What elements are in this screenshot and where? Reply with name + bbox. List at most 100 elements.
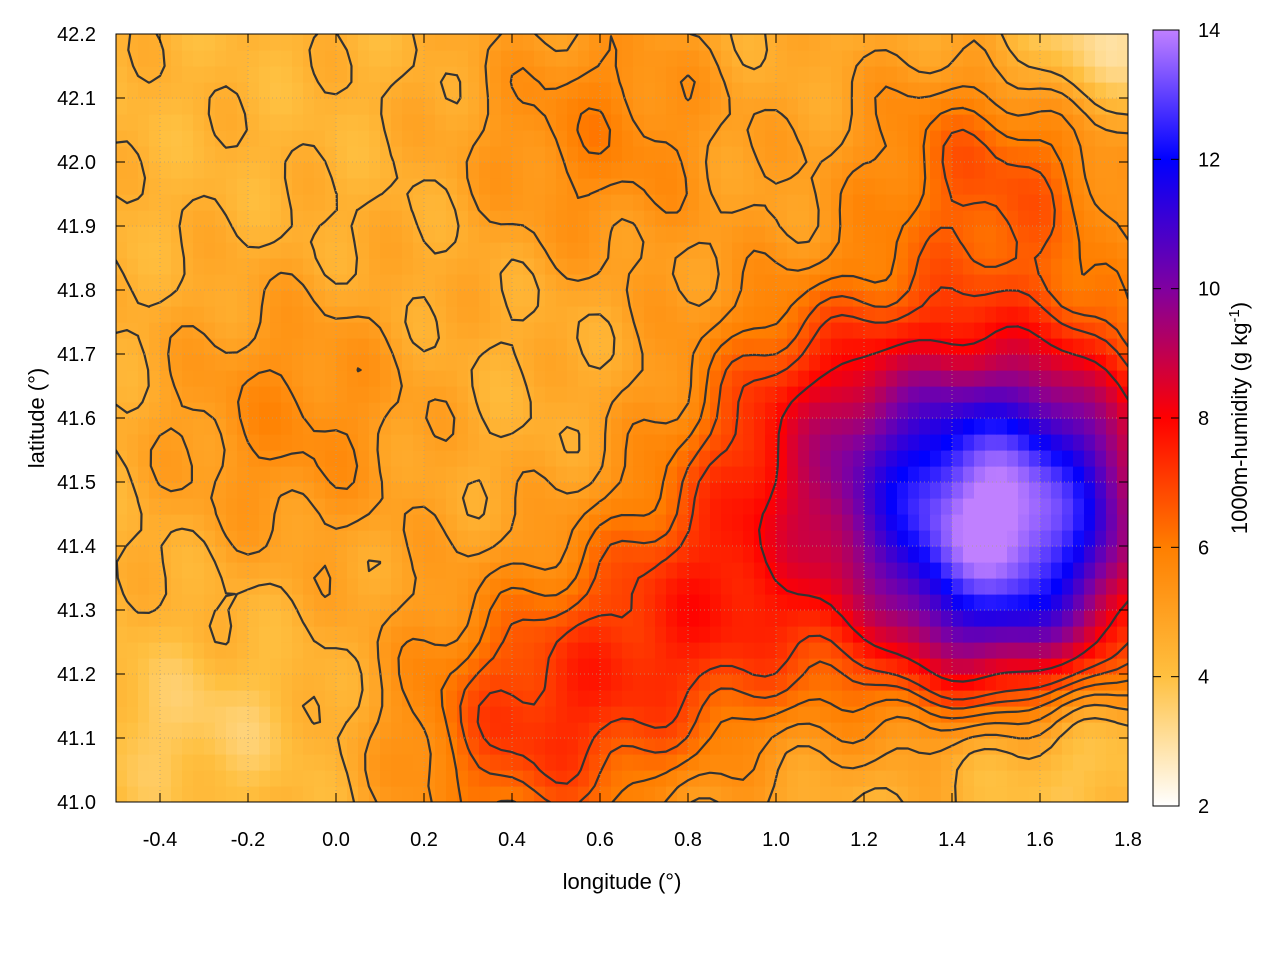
heatmap-cell (1040, 210, 1052, 227)
heatmap-cell (699, 562, 711, 579)
heatmap-cell (600, 258, 612, 275)
heatmap-cell (171, 178, 183, 195)
heatmap-cell (1051, 722, 1063, 739)
heatmap-cell (831, 482, 843, 499)
colorbar-tick-label: 8 (1198, 408, 1209, 430)
heatmap-cell (578, 146, 590, 163)
heatmap-cell (963, 450, 975, 467)
heatmap-cell (1040, 690, 1052, 707)
heatmap-cell (688, 258, 700, 275)
heatmap-cell (303, 306, 315, 323)
heatmap-cell (941, 770, 953, 787)
heatmap-cell (413, 594, 425, 611)
heatmap-cell (160, 642, 172, 659)
heatmap-cell (512, 706, 524, 723)
heatmap-cell (930, 338, 942, 355)
heatmap-cell (303, 258, 315, 275)
heatmap-cell (171, 402, 183, 419)
heatmap-cell (1029, 530, 1041, 547)
heatmap-cell (699, 578, 711, 595)
heatmap-cell (974, 274, 986, 291)
heatmap-cell (501, 434, 513, 451)
heatmap-cell (677, 642, 689, 659)
heatmap-cell (831, 514, 843, 531)
heatmap-cell (226, 418, 238, 435)
y-tick-label: 41.0 (57, 792, 96, 814)
heatmap-cell (985, 754, 997, 771)
heatmap-cell (908, 418, 920, 435)
heatmap-cell (182, 626, 194, 643)
heatmap-cell (578, 498, 590, 515)
heatmap-cell (325, 386, 337, 403)
heatmap-cell (666, 370, 678, 387)
heatmap-cell (831, 370, 843, 387)
heatmap-cell (424, 690, 436, 707)
heatmap-cell (193, 226, 205, 243)
heatmap-cell (996, 466, 1008, 483)
heatmap-cell (325, 610, 337, 627)
heatmap-cell (237, 514, 249, 531)
heatmap-cell (644, 674, 656, 691)
heatmap-cell (1084, 626, 1096, 643)
heatmap-cell (193, 210, 205, 227)
heatmap-cell (138, 690, 150, 707)
heatmap-cell (193, 418, 205, 435)
heatmap-cell (1095, 770, 1107, 787)
heatmap-cell (853, 178, 865, 195)
heatmap-cell (666, 130, 678, 147)
heatmap-cell (391, 562, 403, 579)
heatmap-cell (413, 658, 425, 675)
heatmap-cell (875, 578, 887, 595)
heatmap-cell (875, 98, 887, 115)
heatmap-cell (930, 306, 942, 323)
heatmap-cell (314, 338, 326, 355)
heatmap-cell (985, 610, 997, 627)
heatmap-cell (226, 178, 238, 195)
heatmap-cell (600, 642, 612, 659)
heatmap-cell (666, 562, 678, 579)
heatmap-cell (666, 722, 678, 739)
heatmap-cell (545, 50, 557, 67)
heatmap-cell (611, 370, 623, 387)
heatmap-cell (567, 674, 579, 691)
heatmap-cell (996, 642, 1008, 659)
heatmap-cell (424, 722, 436, 739)
heatmap-cell (127, 786, 139, 802)
heatmap-cell (721, 66, 733, 83)
heatmap-cell (182, 786, 194, 802)
heatmap-cell (193, 354, 205, 371)
heatmap-cell (908, 50, 920, 67)
heatmap-cell (578, 738, 590, 755)
heatmap-cell (1018, 146, 1030, 163)
heatmap-cell (303, 50, 315, 67)
heatmap-cell (325, 210, 337, 227)
heatmap-cell (424, 450, 436, 467)
heatmap-cell (556, 338, 568, 355)
heatmap-cell (292, 338, 304, 355)
heatmap-cell (1051, 594, 1063, 611)
heatmap-cell (897, 530, 909, 547)
heatmap-cell (776, 530, 788, 547)
heatmap-cell (1117, 354, 1128, 371)
heatmap-cell (1084, 786, 1096, 802)
heatmap-cell (996, 482, 1008, 499)
heatmap-cell (160, 786, 172, 802)
heatmap-cell (897, 306, 909, 323)
heatmap-cell (831, 498, 843, 515)
heatmap-cell (963, 594, 975, 611)
heatmap-cell (567, 594, 579, 611)
heatmap-cell (479, 546, 491, 563)
heatmap-cell (974, 386, 986, 403)
heatmap-cell (523, 530, 535, 547)
heatmap-cell (1073, 482, 1085, 499)
heatmap-cell (743, 642, 755, 659)
heatmap-cell (798, 530, 810, 547)
heatmap-cell (237, 242, 249, 259)
heatmap-cell (875, 514, 887, 531)
heatmap-cell (655, 306, 667, 323)
heatmap-cell (347, 450, 359, 467)
heatmap-cell (919, 450, 931, 467)
heatmap-cell (127, 546, 139, 563)
heatmap-cell (1051, 306, 1063, 323)
heatmap-cell (116, 754, 128, 771)
